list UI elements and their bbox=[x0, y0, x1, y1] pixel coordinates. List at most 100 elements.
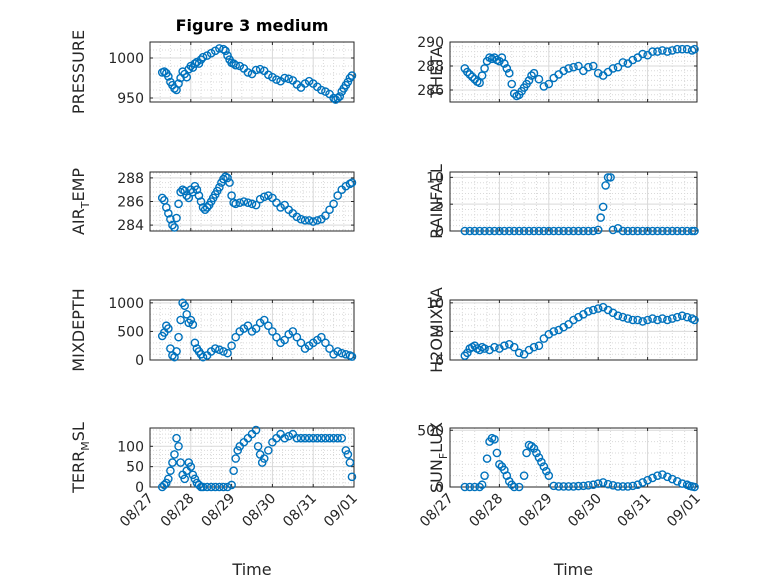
data-point bbox=[329, 199, 338, 209]
data-point bbox=[329, 433, 338, 443]
data-point bbox=[190, 338, 200, 348]
subplot-mixdepth: 0 500 1000 MIXDEPTH bbox=[69, 288, 357, 372]
data-point bbox=[549, 481, 559, 491]
data-point bbox=[164, 72, 173, 81]
data-point bbox=[280, 433, 289, 443]
data-point bbox=[593, 68, 603, 78]
data-point bbox=[210, 482, 220, 492]
data-point bbox=[514, 348, 524, 358]
data-point bbox=[524, 76, 534, 85]
data-point bbox=[300, 216, 310, 225]
data-point bbox=[184, 458, 194, 467]
series-rainfall bbox=[460, 173, 699, 236]
data-point bbox=[588, 226, 598, 236]
data-point bbox=[480, 471, 489, 480]
data-point bbox=[504, 226, 514, 236]
data-point bbox=[588, 480, 598, 490]
data-point bbox=[198, 352, 208, 362]
data-point bbox=[539, 334, 549, 343]
data-point bbox=[239, 197, 249, 206]
data-point bbox=[579, 226, 588, 236]
data-point bbox=[180, 301, 189, 311]
y-tick-label: 284 bbox=[117, 218, 144, 234]
grid-theta bbox=[449, 41, 698, 102]
data-point bbox=[347, 472, 357, 482]
data-point bbox=[677, 44, 687, 54]
data-point bbox=[618, 58, 628, 67]
axes-box-sun_flux bbox=[449, 427, 698, 488]
data-point bbox=[672, 226, 682, 236]
y-tick-label: 1000 bbox=[108, 51, 144, 67]
data-point bbox=[519, 349, 529, 359]
data-point bbox=[182, 309, 192, 319]
data-point bbox=[166, 466, 175, 476]
data-point bbox=[345, 458, 355, 467]
data-point bbox=[182, 72, 192, 82]
data-point bbox=[317, 85, 326, 95]
data-point bbox=[170, 352, 179, 362]
x-axis-label: Time bbox=[231, 560, 271, 579]
data-point bbox=[537, 457, 546, 467]
data-point bbox=[198, 482, 208, 492]
data-point bbox=[172, 347, 181, 356]
data-point bbox=[215, 183, 224, 192]
data-point bbox=[174, 79, 183, 88]
data-point bbox=[690, 482, 699, 492]
data-point bbox=[653, 471, 662, 480]
data-point bbox=[215, 482, 224, 492]
data-point bbox=[180, 474, 189, 484]
data-point bbox=[658, 46, 667, 55]
data-point bbox=[296, 433, 306, 443]
axes-box-theta bbox=[449, 41, 698, 103]
data-point bbox=[268, 327, 277, 336]
data-point bbox=[482, 454, 492, 463]
data-point bbox=[519, 471, 529, 480]
data-point bbox=[648, 314, 657, 323]
data-point bbox=[206, 482, 216, 492]
y-axis-label: THETA bbox=[427, 46, 446, 98]
data-point bbox=[292, 332, 302, 342]
data-point bbox=[564, 482, 573, 491]
data-point bbox=[527, 71, 536, 80]
data-point bbox=[251, 425, 261, 435]
y-tick-label: 288 bbox=[117, 171, 144, 187]
data-point bbox=[300, 433, 310, 443]
data-point bbox=[653, 47, 662, 56]
data-point bbox=[500, 59, 509, 68]
data-point bbox=[529, 68, 539, 78]
data-point bbox=[554, 482, 563, 491]
y-tick-label: 0 bbox=[135, 480, 144, 496]
data-point bbox=[490, 226, 499, 236]
data-point bbox=[643, 315, 652, 325]
y-tick-label: 6 bbox=[435, 353, 444, 369]
data-point bbox=[509, 89, 519, 98]
data-point bbox=[176, 458, 185, 467]
y-tick-label: 8 bbox=[435, 324, 444, 340]
y-tick-label: 5 bbox=[435, 197, 444, 213]
y-axis-label: TERRMSL bbox=[69, 422, 92, 494]
data-point bbox=[509, 482, 519, 492]
data-point bbox=[259, 315, 269, 325]
data-point bbox=[475, 78, 484, 88]
data-point bbox=[539, 82, 549, 91]
axes-box-h2omixra bbox=[449, 299, 698, 361]
data-point bbox=[618, 312, 628, 322]
series-mixdepth bbox=[157, 298, 357, 362]
data-point bbox=[514, 226, 524, 236]
data-point bbox=[613, 62, 623, 72]
data-point bbox=[247, 199, 257, 209]
data-point bbox=[514, 482, 524, 492]
data-point bbox=[618, 226, 628, 236]
data-point bbox=[648, 473, 657, 483]
data-point bbox=[658, 470, 667, 479]
data-point bbox=[172, 433, 181, 443]
data-point bbox=[335, 92, 345, 101]
data-point bbox=[176, 315, 185, 325]
data-point bbox=[574, 481, 583, 491]
data-point bbox=[584, 62, 593, 72]
data-point bbox=[534, 74, 544, 84]
data-point bbox=[308, 433, 318, 443]
